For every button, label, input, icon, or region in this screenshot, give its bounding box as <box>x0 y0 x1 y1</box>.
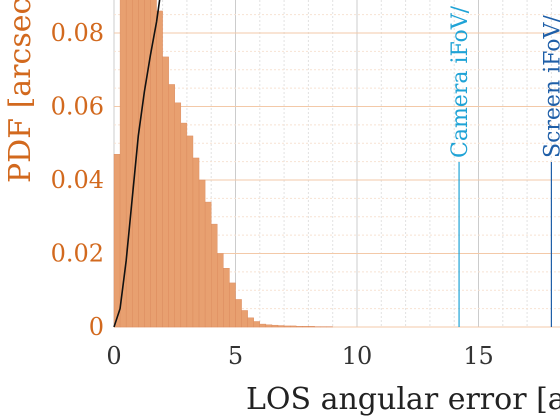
histogram-bar <box>265 324 273 328</box>
x-tick-label: 10 <box>342 342 373 370</box>
histogram-bar <box>253 321 261 328</box>
y-tick-label: 0.04 <box>51 166 104 194</box>
y-tick-label: 0.02 <box>51 240 104 268</box>
histogram-bar <box>259 323 267 328</box>
histogram-bar <box>138 0 145 328</box>
histogram-bar <box>192 157 200 328</box>
reference-line-label: Screen iFoV/ <box>540 15 560 158</box>
histogram-bar <box>223 268 230 328</box>
histogram-bar <box>204 201 212 328</box>
histogram-bar <box>180 122 188 328</box>
x-axis-label: LOS angular error [a <box>246 382 560 417</box>
histogram-bars <box>113 0 333 328</box>
x-tick-label: 5 <box>228 342 243 370</box>
histogram-bar <box>113 154 121 328</box>
histogram-bar <box>308 326 315 328</box>
histogram-bar <box>296 326 303 328</box>
tick-labels: 0 0.02 0.04 0.06 0.08 0 5 10 15 <box>51 19 494 370</box>
x-tick-label: 15 <box>463 342 494 370</box>
histogram-bar <box>186 135 194 328</box>
histogram-bar <box>302 326 309 328</box>
y-axis-label: PDF [arcsec <box>3 0 38 183</box>
histogram-bar <box>241 310 248 328</box>
histogram-bar <box>229 282 236 328</box>
histogram-bar <box>174 102 182 328</box>
histogram-bar <box>277 325 285 328</box>
histogram-bar <box>210 223 218 328</box>
pdf-curve-group <box>113 0 161 328</box>
histogram-bar <box>156 10 163 328</box>
histogram-bar <box>162 56 169 328</box>
y-tick-label: 0 <box>89 313 104 341</box>
reference-line-label: Camera iFoV/ <box>448 5 473 158</box>
y-tick-label: 0.06 <box>51 93 104 121</box>
histogram-bar <box>247 317 254 328</box>
histogram-bar <box>144 0 151 328</box>
histogram-bar <box>125 0 133 328</box>
reference-lines: Camera iFoV/Screen iFoV/ <box>448 5 560 327</box>
pdf-curve <box>113 0 161 328</box>
histogram-bar <box>235 299 242 328</box>
histogram-bar <box>283 325 291 328</box>
histogram-bar <box>198 179 206 328</box>
x-tick-label: 0 <box>106 342 121 370</box>
histogram-bar <box>289 325 297 328</box>
histogram-bar <box>271 324 279 328</box>
histogram-bar <box>217 253 224 328</box>
histogram-bar <box>168 84 175 328</box>
histogram-bar <box>119 0 127 328</box>
y-tick-label: 0.08 <box>51 19 104 47</box>
